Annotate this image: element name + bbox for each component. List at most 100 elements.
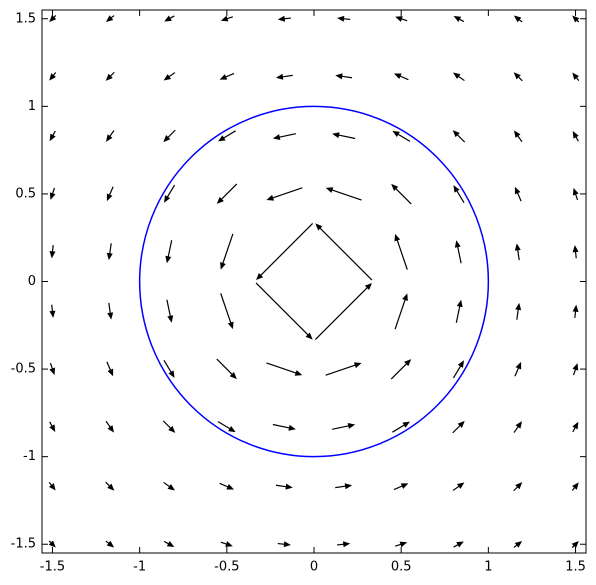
arrow-head — [165, 255, 172, 264]
arrow-shaft — [394, 297, 407, 330]
arrow-shaft — [219, 183, 238, 202]
arrow — [513, 15, 523, 23]
arrow-shaft — [270, 187, 303, 200]
y-tick-label: 0 — [28, 274, 36, 289]
arrow — [325, 362, 362, 376]
arrow — [572, 421, 579, 433]
arrow-head — [49, 310, 56, 318]
arrow — [394, 541, 408, 548]
arrow — [572, 304, 579, 318]
arrow-head — [395, 16, 403, 22]
y-tick-label: 1 — [28, 99, 36, 114]
arrow-shaft — [255, 282, 311, 338]
arrow-shaft — [276, 133, 296, 139]
plot-frame — [41, 9, 587, 554]
arrow-head — [332, 132, 340, 139]
arrow-shaft — [272, 423, 292, 430]
arrow — [49, 187, 56, 200]
arrow-head — [220, 15, 229, 22]
x-tick-label: 0.5 — [391, 560, 412, 575]
arrow-head — [572, 15, 580, 23]
arrow-head — [48, 540, 56, 548]
arrow — [335, 483, 353, 490]
arrow-shaft — [325, 363, 358, 376]
arrow — [332, 132, 356, 140]
arrow — [572, 15, 580, 23]
arrow-head — [49, 424, 56, 432]
arrow — [106, 243, 113, 261]
arrow-head — [105, 15, 114, 22]
arrow-shaft — [216, 358, 235, 377]
arrow-head — [106, 134, 113, 142]
y-tick-label: -0.5 — [11, 362, 36, 377]
arrow-head — [49, 192, 56, 200]
arrow — [256, 222, 314, 281]
arrow-head — [515, 482, 523, 490]
x-tick-label: 1 — [484, 560, 492, 575]
arrow-shaft — [390, 361, 409, 380]
arrow-head — [453, 72, 461, 80]
arrow-head — [219, 74, 228, 80]
arrow-head — [48, 483, 56, 491]
arrow — [277, 15, 292, 22]
arrow — [452, 482, 465, 491]
arrow-head — [572, 304, 579, 312]
arrow — [514, 130, 523, 143]
arrow-head — [347, 422, 356, 429]
arrow-head — [305, 332, 313, 340]
arrow — [220, 15, 234, 22]
arrow-head — [342, 541, 351, 548]
x-tick-label: -0.5 — [214, 560, 239, 575]
arrow-head — [572, 421, 579, 430]
arrow-shaft — [166, 299, 172, 319]
arrow-head — [514, 541, 523, 548]
arrow — [277, 541, 291, 548]
arrow-head — [275, 73, 284, 80]
arrow — [394, 233, 408, 270]
arrow-head — [107, 425, 114, 433]
arrow-head — [107, 312, 114, 320]
arrow-head — [107, 483, 115, 491]
arrow-head — [49, 73, 56, 81]
arrow — [453, 15, 465, 23]
arrow-shaft — [336, 133, 356, 140]
arrow — [48, 481, 56, 491]
arrow — [391, 183, 412, 205]
arrow — [513, 421, 522, 433]
arrow-head — [514, 186, 521, 195]
arrow-shaft — [221, 233, 234, 266]
arrow-shaft — [317, 225, 373, 281]
arrow-head — [228, 426, 236, 433]
arrow-head — [353, 362, 362, 369]
arrow-head — [218, 135, 226, 142]
arrow-head — [572, 131, 579, 139]
arrow — [49, 304, 56, 318]
arrow-head — [167, 315, 174, 323]
arrow — [572, 245, 579, 259]
arrow-head — [166, 541, 175, 548]
arrow-head — [457, 360, 465, 368]
arrow-head — [106, 252, 113, 261]
arrow-head — [163, 195, 171, 203]
arrow-head — [315, 223, 323, 231]
arrow — [335, 73, 353, 80]
arrow-head — [364, 282, 372, 291]
arrow-head — [515, 302, 522, 311]
arrow — [163, 540, 175, 548]
arrow-head — [277, 15, 286, 22]
arrow — [106, 130, 115, 142]
y-tick-label: 0.5 — [15, 186, 36, 201]
arrow — [266, 362, 303, 376]
arrow — [452, 360, 465, 379]
arrow — [219, 482, 235, 490]
arrow-head — [49, 133, 56, 142]
arrow-head — [515, 421, 522, 429]
arrow-head — [216, 196, 224, 204]
arrow — [314, 282, 372, 341]
arrow-head — [456, 299, 463, 308]
arrow — [452, 130, 466, 143]
arrow — [49, 245, 56, 259]
arrow — [49, 130, 56, 142]
arrow-head — [229, 372, 237, 380]
